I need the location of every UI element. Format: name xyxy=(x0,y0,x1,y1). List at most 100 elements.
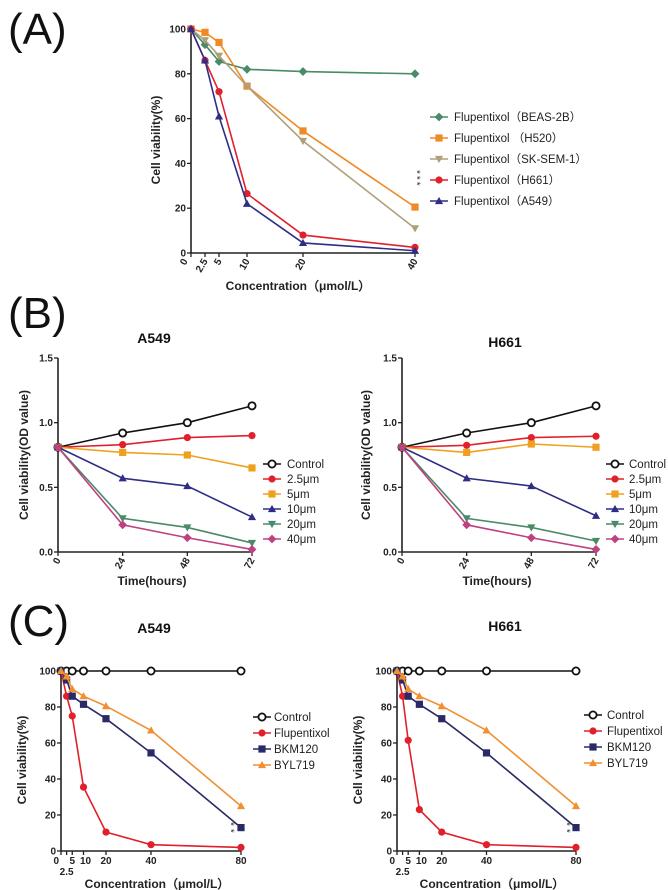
legend-item: 2.5μm xyxy=(606,474,661,486)
data-point xyxy=(411,203,419,211)
series-1 xyxy=(393,667,580,852)
y-tick-label: 60 xyxy=(45,739,57,750)
data-point xyxy=(243,190,251,198)
y-tick-label: 1.5 xyxy=(383,354,397,365)
legend-item: Control xyxy=(606,459,666,471)
data-point xyxy=(398,676,407,684)
y-tick-label: 0.5 xyxy=(383,483,397,494)
legend-marker xyxy=(611,490,619,498)
series-3 xyxy=(397,443,601,519)
legend-item: 40μm xyxy=(606,534,658,546)
data-point xyxy=(591,545,601,554)
data-point xyxy=(79,666,89,676)
data-point xyxy=(437,702,446,710)
data-point xyxy=(236,801,246,810)
x-axis-label: Time(hours) xyxy=(462,574,531,588)
legend-item: 20μm xyxy=(606,519,658,531)
chart-2: 0.0 0.5 1.0 1.5 0 24 48 72 Control 2.5μm 5μm 10μm 20… xyxy=(359,334,666,588)
chart-title: H661 xyxy=(488,334,522,350)
y-tick-label: 40 xyxy=(45,775,57,786)
data-point xyxy=(146,726,156,734)
y-tick-label: 0.0 xyxy=(39,548,53,559)
data-point xyxy=(147,841,155,849)
x-tick-label: 2.5 xyxy=(396,867,410,878)
data-point xyxy=(482,726,491,734)
y-axis-label: Cell viability(OD value) xyxy=(359,390,373,520)
data-point xyxy=(247,401,257,411)
data-point xyxy=(237,824,245,832)
legend-item: Flupentixol（H661） xyxy=(430,174,560,187)
series-line xyxy=(401,446,597,551)
series-line xyxy=(190,28,416,208)
data-point xyxy=(462,428,472,438)
data-point xyxy=(63,676,71,684)
series-0 xyxy=(56,666,246,676)
data-point xyxy=(201,28,209,36)
data-point xyxy=(215,88,223,96)
significance-stars: *** xyxy=(411,170,422,188)
x-tick-label: 20 xyxy=(436,856,448,867)
y-tick-label: 0.0 xyxy=(383,548,397,559)
legend-marker xyxy=(434,112,444,122)
legend-label: Flupentixol （H520） xyxy=(454,132,563,145)
significance-annotation: *** xyxy=(411,170,422,188)
data-point xyxy=(118,428,128,438)
data-point xyxy=(410,246,420,254)
legend-marker xyxy=(267,534,277,544)
data-point xyxy=(527,481,536,490)
data-point xyxy=(398,672,407,680)
data-point xyxy=(118,515,127,523)
x-tick-label: 40 xyxy=(406,257,421,273)
data-point xyxy=(462,474,471,482)
chart-1: 0.0 0.5 1.0 1.5 0 24 48 72 Control 2.5μm 5μm 10μm 20… xyxy=(17,330,324,588)
x-tick-label: 80 xyxy=(570,856,582,867)
series-1 xyxy=(57,667,245,852)
y-tick-label: 1.0 xyxy=(39,418,53,429)
data-point xyxy=(298,67,308,76)
legend-label: 10μm xyxy=(629,504,658,516)
data-point xyxy=(214,112,224,120)
y-tick-label: 40 xyxy=(381,775,393,786)
y-tick-label: 60 xyxy=(381,739,393,750)
legend-label: Flupentixol（SK-SEM-1） xyxy=(454,153,587,166)
data-point xyxy=(592,443,600,451)
data-point xyxy=(482,841,491,849)
data-point xyxy=(236,666,246,676)
legend-label: 20μm xyxy=(287,519,316,531)
x-tick-label: 0 xyxy=(51,556,64,567)
series-2 xyxy=(398,440,600,457)
y-tick-label: 1.0 xyxy=(383,418,397,429)
data-point xyxy=(571,666,581,676)
data-point xyxy=(462,515,471,523)
legend-marker xyxy=(258,745,266,753)
data-point xyxy=(214,57,224,66)
legend-marker xyxy=(610,459,620,469)
data-point xyxy=(183,524,192,532)
legend-item: Control xyxy=(263,459,324,471)
chart-title: H661 xyxy=(488,618,522,634)
series-line xyxy=(401,443,597,454)
series-2 xyxy=(57,667,245,832)
data-point xyxy=(200,56,210,64)
data-point xyxy=(463,448,471,457)
x-tick-label: 72 xyxy=(587,556,602,572)
series-3 xyxy=(56,666,246,810)
legend-item: Flupentixol（SK-SEM-1） xyxy=(430,153,587,166)
data-point xyxy=(397,442,407,452)
data-point xyxy=(215,38,223,47)
legend-label: 20μm xyxy=(629,519,658,531)
legend-label: Flupentixol（BEAS-2B） xyxy=(454,111,581,124)
legend-marker xyxy=(267,520,277,529)
data-point xyxy=(415,700,423,708)
legend-label: BYL719 xyxy=(274,760,315,772)
x-tick-label: 5 xyxy=(69,856,75,867)
data-point xyxy=(67,666,77,676)
data-point xyxy=(526,418,536,428)
legend-label: 40μm xyxy=(287,534,316,546)
data-point xyxy=(572,824,580,832)
y-axis-label: Cell viability(%) xyxy=(351,716,365,805)
data-point xyxy=(481,666,491,676)
data-point xyxy=(237,843,245,852)
data-point xyxy=(119,441,127,449)
data-point xyxy=(200,37,210,45)
